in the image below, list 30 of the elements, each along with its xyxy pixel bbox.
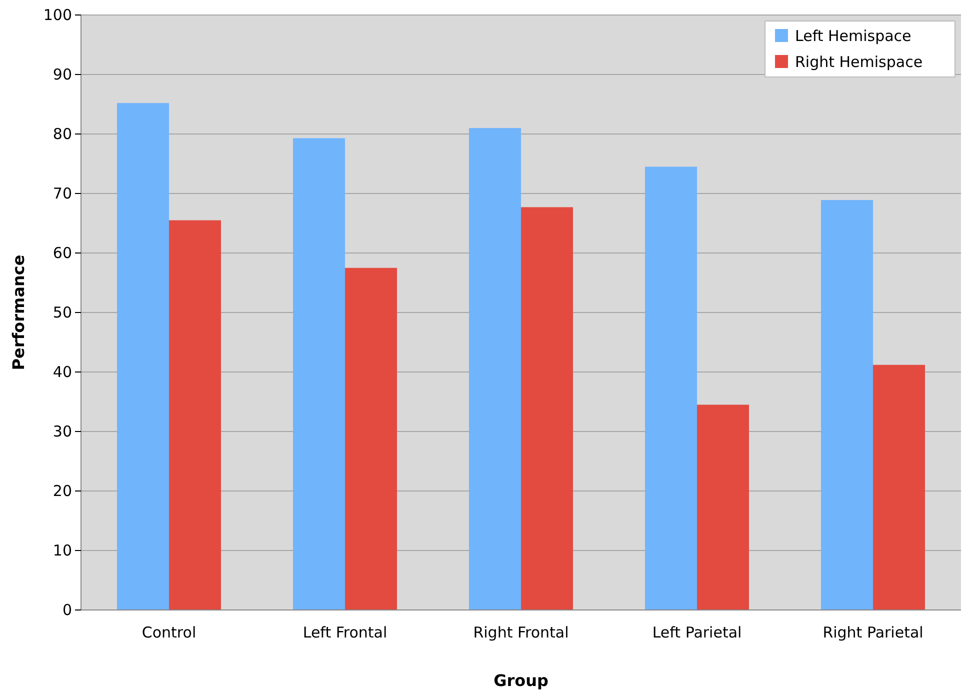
bar (645, 166, 697, 610)
y-tick-label: 30 (52, 422, 72, 440)
y-tick-label: 50 (52, 303, 72, 322)
y-tick-label: 90 (52, 65, 72, 84)
x-axis-title: Group (494, 671, 548, 690)
legend-label: Right Hemispace (795, 53, 923, 71)
bar (521, 207, 573, 610)
y-tick-label: 20 (52, 482, 72, 500)
y-tick-label: 40 (52, 362, 72, 381)
y-tick-label: 10 (52, 541, 72, 560)
y-tick-label: 100 (43, 6, 72, 24)
bar (697, 404, 749, 610)
x-tick-label: Control (142, 624, 196, 642)
y-tick-label: 70 (52, 184, 72, 202)
bar (345, 268, 397, 610)
legend-label: Left Hemispace (795, 27, 912, 45)
y-tick-label: 80 (52, 124, 72, 143)
bar (821, 200, 873, 610)
bar (169, 220, 221, 610)
y-axis-title: Performance (9, 254, 28, 370)
bar (873, 364, 925, 610)
x-tick-label: Left Frontal (302, 624, 388, 642)
bar (469, 128, 521, 610)
bar (293, 138, 345, 610)
x-tick-label: Left Parietal (652, 624, 742, 642)
y-tick-label: 60 (52, 244, 72, 262)
x-tick-label: Right Parietal (822, 624, 924, 642)
x-tick-label: Right Frontal (473, 624, 569, 642)
y-tick-label: 0 (62, 600, 72, 619)
bar (117, 103, 169, 610)
